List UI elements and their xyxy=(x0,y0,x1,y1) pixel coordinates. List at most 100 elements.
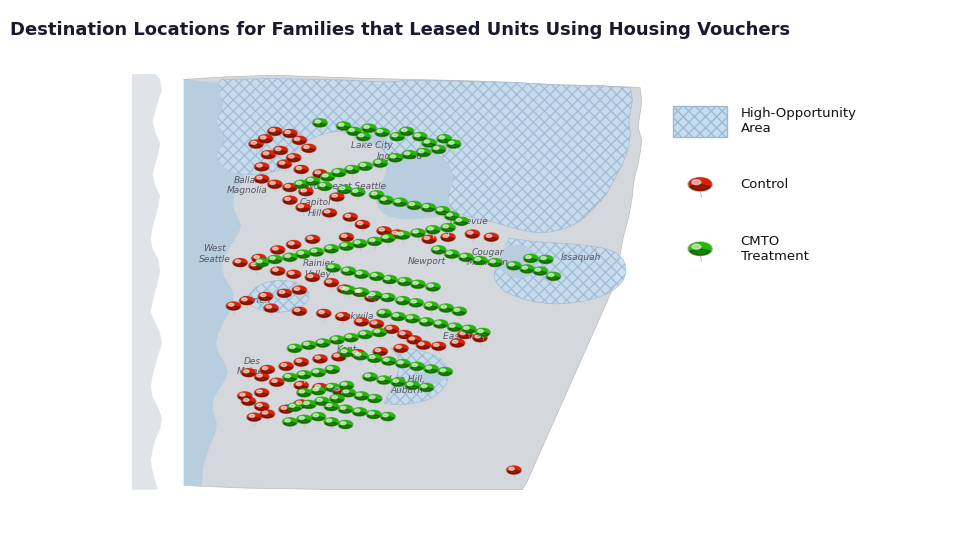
Wedge shape xyxy=(339,409,351,413)
Circle shape xyxy=(423,205,429,208)
Circle shape xyxy=(341,286,356,294)
Circle shape xyxy=(436,321,441,324)
Wedge shape xyxy=(242,373,255,376)
Circle shape xyxy=(295,180,308,188)
Circle shape xyxy=(268,127,281,135)
Circle shape xyxy=(446,213,452,216)
Circle shape xyxy=(354,318,369,326)
Circle shape xyxy=(365,374,371,377)
Circle shape xyxy=(353,288,367,296)
Circle shape xyxy=(484,233,499,241)
Circle shape xyxy=(442,233,455,241)
Circle shape xyxy=(285,131,290,134)
Circle shape xyxy=(268,255,281,263)
Circle shape xyxy=(450,339,464,347)
Wedge shape xyxy=(467,234,479,238)
Wedge shape xyxy=(392,316,404,320)
Circle shape xyxy=(311,413,324,420)
Circle shape xyxy=(318,182,332,191)
Polygon shape xyxy=(414,366,448,384)
Wedge shape xyxy=(436,211,448,214)
Circle shape xyxy=(282,183,298,192)
Circle shape xyxy=(324,402,339,411)
Wedge shape xyxy=(368,415,380,419)
Wedge shape xyxy=(228,306,240,310)
Circle shape xyxy=(409,202,415,206)
Circle shape xyxy=(261,366,275,373)
Circle shape xyxy=(456,219,462,221)
Wedge shape xyxy=(344,217,356,221)
Circle shape xyxy=(324,245,339,253)
Wedge shape xyxy=(381,416,395,420)
Circle shape xyxy=(688,178,712,191)
Circle shape xyxy=(303,145,309,149)
Circle shape xyxy=(461,254,467,258)
Circle shape xyxy=(354,392,369,400)
Circle shape xyxy=(475,335,480,338)
Circle shape xyxy=(263,152,269,155)
Circle shape xyxy=(413,281,419,285)
Polygon shape xyxy=(132,74,162,490)
Wedge shape xyxy=(261,369,274,373)
Circle shape xyxy=(468,231,473,234)
Circle shape xyxy=(435,206,450,215)
Wedge shape xyxy=(325,283,338,287)
Circle shape xyxy=(294,358,309,366)
Circle shape xyxy=(313,355,326,363)
Circle shape xyxy=(295,308,300,312)
Circle shape xyxy=(689,242,711,255)
Circle shape xyxy=(548,274,554,276)
Circle shape xyxy=(402,151,417,159)
Circle shape xyxy=(329,193,345,201)
Circle shape xyxy=(397,361,403,364)
Circle shape xyxy=(356,393,362,396)
Circle shape xyxy=(283,184,297,191)
Circle shape xyxy=(316,339,329,347)
Circle shape xyxy=(520,265,534,273)
Circle shape xyxy=(261,151,276,159)
Circle shape xyxy=(287,241,300,248)
Circle shape xyxy=(377,130,383,133)
Circle shape xyxy=(415,134,420,137)
Circle shape xyxy=(407,336,420,343)
Wedge shape xyxy=(300,192,312,195)
Circle shape xyxy=(507,466,521,474)
Circle shape xyxy=(274,147,287,154)
Circle shape xyxy=(458,330,472,339)
Circle shape xyxy=(444,225,448,228)
Circle shape xyxy=(295,138,300,140)
Circle shape xyxy=(411,229,425,237)
Circle shape xyxy=(424,237,430,240)
Wedge shape xyxy=(432,250,444,254)
Circle shape xyxy=(368,292,381,299)
Circle shape xyxy=(353,352,368,360)
Text: East Hill: East Hill xyxy=(443,332,479,341)
Circle shape xyxy=(546,273,560,280)
Circle shape xyxy=(422,139,436,147)
Wedge shape xyxy=(369,241,381,245)
Circle shape xyxy=(283,418,297,426)
Circle shape xyxy=(313,170,326,178)
Wedge shape xyxy=(318,313,330,317)
Circle shape xyxy=(338,285,351,293)
Circle shape xyxy=(316,339,330,347)
Wedge shape xyxy=(295,170,307,173)
Circle shape xyxy=(399,332,405,335)
Circle shape xyxy=(347,127,361,136)
Circle shape xyxy=(368,238,381,245)
Circle shape xyxy=(446,140,461,149)
Circle shape xyxy=(300,416,304,420)
Circle shape xyxy=(266,305,272,308)
Wedge shape xyxy=(322,177,334,181)
Circle shape xyxy=(271,246,285,254)
Circle shape xyxy=(367,237,382,246)
Wedge shape xyxy=(396,235,409,239)
Circle shape xyxy=(426,226,440,234)
Circle shape xyxy=(396,231,410,239)
Circle shape xyxy=(326,246,332,249)
Circle shape xyxy=(417,341,430,349)
Circle shape xyxy=(444,212,459,220)
Wedge shape xyxy=(445,254,458,258)
Circle shape xyxy=(421,139,437,147)
Circle shape xyxy=(372,159,388,167)
